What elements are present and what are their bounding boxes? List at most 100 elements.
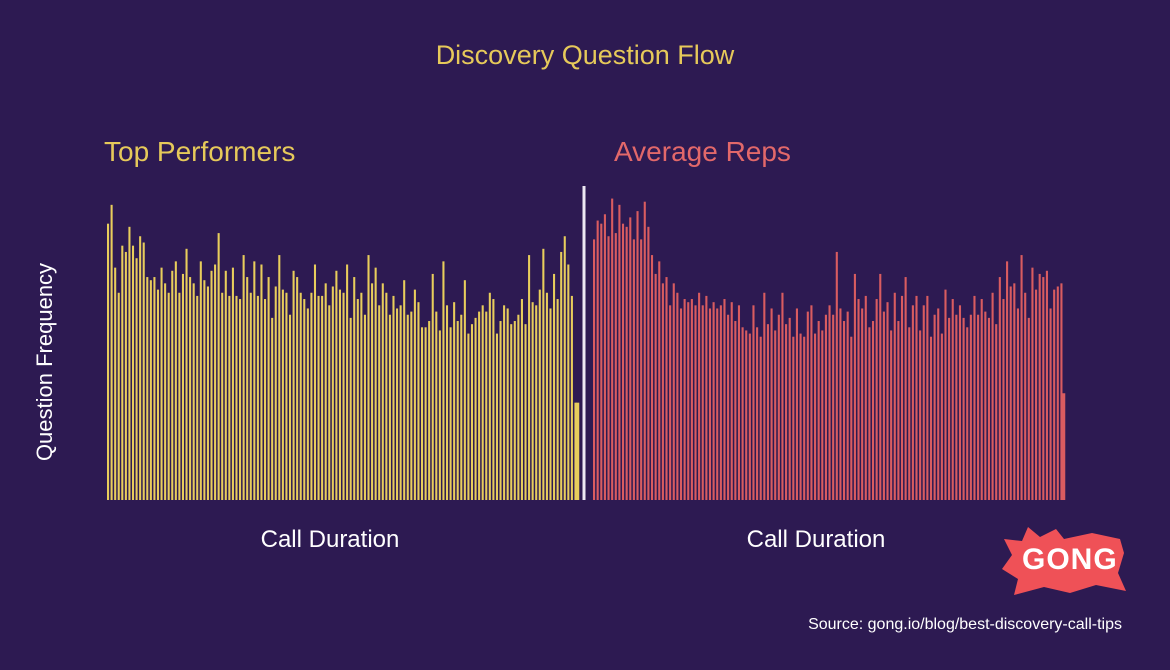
bar — [977, 314, 980, 500]
bar — [463, 280, 466, 500]
bar — [189, 277, 192, 500]
bar — [124, 251, 127, 500]
bar — [1060, 283, 1063, 500]
bar — [1002, 299, 1005, 500]
bar — [167, 292, 170, 500]
bar — [1053, 289, 1056, 500]
bar — [545, 292, 548, 500]
bar — [951, 299, 954, 500]
bar — [142, 242, 145, 500]
bar — [933, 314, 936, 500]
bar — [324, 283, 327, 500]
bar — [288, 314, 292, 500]
bar — [128, 226, 131, 500]
bar — [192, 283, 195, 500]
bar — [396, 308, 399, 500]
bar — [984, 311, 987, 500]
bar — [1049, 308, 1052, 500]
bar — [310, 292, 313, 500]
bar — [246, 277, 249, 500]
bar — [185, 248, 188, 500]
bar — [734, 321, 737, 500]
bar — [763, 292, 766, 500]
bar — [410, 311, 413, 500]
bar — [281, 289, 284, 500]
bar — [879, 273, 882, 500]
bar — [495, 333, 498, 500]
bar — [625, 226, 628, 500]
bar — [607, 236, 610, 501]
bar — [1042, 277, 1045, 500]
bar — [774, 330, 777, 500]
bar — [1006, 261, 1009, 500]
bar — [178, 292, 181, 500]
bar — [520, 299, 523, 500]
bar — [868, 327, 871, 500]
bar — [160, 267, 163, 500]
bar — [723, 299, 726, 500]
bar — [488, 292, 491, 500]
bar — [712, 302, 715, 500]
bar — [453, 302, 456, 500]
bar — [174, 261, 177, 500]
bar — [643, 201, 646, 500]
bar — [817, 321, 820, 500]
bar — [741, 327, 744, 500]
bar — [799, 333, 802, 500]
bar — [260, 264, 263, 500]
bar — [470, 324, 474, 500]
bar — [371, 283, 374, 500]
gong-logo — [1002, 527, 1126, 595]
bar — [460, 314, 463, 500]
bar — [629, 217, 632, 500]
bar — [730, 302, 733, 500]
bar — [413, 289, 416, 500]
bar — [785, 324, 788, 500]
bar — [1009, 286, 1012, 500]
bar — [239, 299, 242, 500]
bar — [221, 292, 224, 500]
bar — [181, 273, 184, 500]
bar — [445, 305, 449, 500]
bar — [531, 302, 534, 500]
bar — [267, 277, 270, 500]
bar — [306, 308, 309, 500]
bar — [114, 267, 117, 500]
bar — [893, 292, 896, 500]
bar — [510, 324, 513, 500]
bar — [478, 311, 481, 500]
bar — [328, 305, 331, 500]
bar — [676, 292, 679, 500]
bar — [435, 311, 438, 500]
bar — [698, 292, 701, 500]
bar — [553, 273, 556, 500]
bar — [669, 305, 672, 500]
bar — [117, 292, 120, 500]
bar — [694, 305, 697, 500]
x-axis-label-right: Call Duration — [746, 526, 886, 553]
bar — [632, 239, 635, 500]
bar — [524, 324, 527, 500]
bar — [908, 327, 911, 500]
bar — [313, 264, 317, 500]
bar — [317, 295, 320, 500]
bar — [948, 317, 951, 500]
bar — [846, 311, 849, 500]
bar — [777, 314, 780, 500]
bar — [1031, 267, 1034, 500]
bar — [367, 255, 370, 500]
bar — [672, 283, 675, 500]
bar — [249, 292, 252, 500]
bar — [708, 308, 712, 500]
bar — [871, 321, 875, 500]
bar — [549, 308, 552, 500]
bar — [428, 321, 431, 500]
bar — [788, 317, 791, 500]
bar — [139, 236, 142, 501]
bar-end — [1061, 393, 1066, 500]
bar — [235, 295, 238, 500]
bar — [513, 321, 516, 500]
bar — [658, 261, 661, 500]
bar — [719, 305, 722, 500]
bar — [456, 321, 459, 500]
